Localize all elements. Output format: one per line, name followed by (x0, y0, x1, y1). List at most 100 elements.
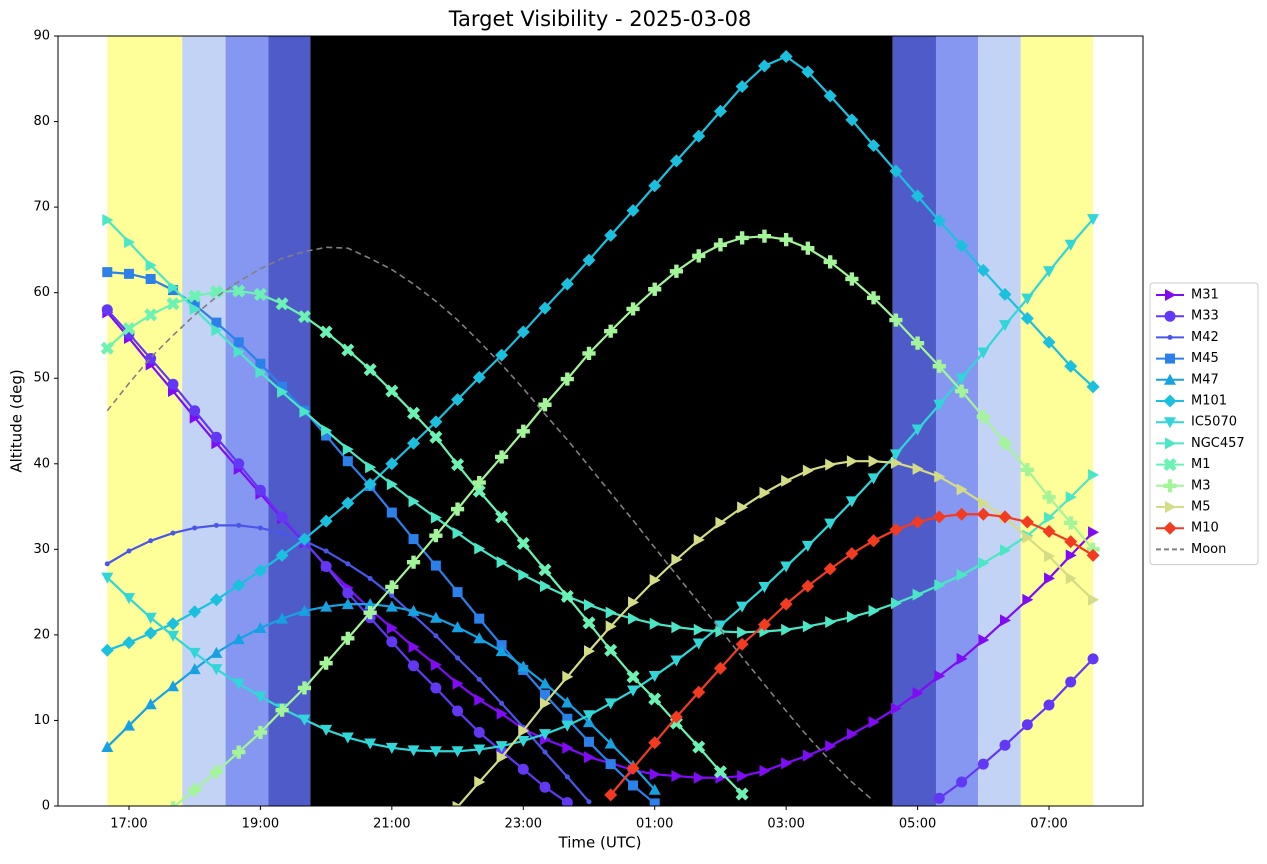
marker (1044, 550, 1056, 563)
marker (605, 620, 617, 633)
twilight-band (107, 36, 183, 806)
series-layer (100, 50, 1100, 806)
plot-frame (57, 35, 1144, 807)
marker (976, 507, 990, 521)
marker (517, 763, 529, 775)
marker (430, 560, 441, 571)
marker (889, 523, 903, 537)
marker (232, 745, 246, 759)
marker (429, 415, 443, 429)
marker (604, 324, 618, 338)
marker (144, 626, 158, 640)
marker (342, 587, 354, 599)
marker (101, 572, 114, 584)
marker (211, 317, 222, 328)
marker (473, 632, 486, 644)
marker (167, 680, 180, 692)
marker (1042, 490, 1056, 504)
twilight-band (1020, 36, 1094, 806)
marker (232, 578, 246, 592)
marker (516, 424, 530, 438)
marker (759, 764, 771, 777)
x-tick-label: 17:00 (110, 817, 147, 832)
legend-marker (1164, 373, 1176, 385)
marker (539, 781, 551, 793)
twilight-band (935, 36, 979, 806)
marker (188, 605, 202, 619)
marker (122, 636, 136, 650)
marker (583, 598, 595, 611)
marker (604, 228, 618, 242)
marker (998, 436, 1012, 450)
marker (802, 464, 814, 477)
marker (101, 304, 113, 316)
marker (582, 346, 596, 361)
marker (956, 776, 968, 788)
legend-label: IC5070 (1191, 415, 1237, 430)
marker (1043, 266, 1056, 278)
marker (451, 746, 464, 758)
marker (407, 745, 420, 757)
marker (713, 104, 727, 118)
marker (934, 579, 946, 592)
marker (430, 511, 442, 524)
marker (1087, 214, 1100, 226)
marker (978, 634, 990, 647)
marker (122, 322, 136, 336)
marker (932, 510, 946, 524)
marker (429, 529, 443, 543)
marker (560, 372, 574, 386)
marker (669, 264, 684, 278)
marker (715, 516, 727, 529)
legend-label: M31 (1191, 288, 1219, 303)
marker (669, 710, 683, 724)
marker (495, 645, 508, 657)
marker (386, 622, 398, 635)
marker (474, 776, 486, 789)
marker (560, 277, 574, 291)
marker (845, 496, 858, 508)
marker (254, 691, 267, 703)
marker (170, 530, 176, 536)
marker (473, 726, 485, 738)
marker (693, 533, 705, 546)
marker (538, 301, 552, 315)
marker (542, 749, 548, 755)
marker (868, 455, 880, 468)
marker (867, 473, 880, 485)
marker (188, 647, 201, 659)
legend-label: M1 (1191, 457, 1211, 472)
marker (604, 643, 618, 657)
marker (955, 507, 969, 521)
marker (363, 477, 377, 491)
marker (254, 622, 267, 634)
marker (955, 373, 968, 385)
marker (211, 324, 223, 337)
marker (692, 129, 706, 143)
marker (236, 522, 242, 528)
marker (825, 616, 837, 629)
marker (779, 597, 793, 611)
legend-label: M42 (1191, 330, 1219, 345)
marker (472, 476, 486, 490)
marker (341, 631, 355, 645)
marker (757, 618, 771, 632)
marker (319, 514, 333, 528)
marker (934, 669, 946, 682)
marker (452, 705, 464, 717)
legend-marker (1163, 394, 1177, 408)
marker (933, 399, 946, 411)
marker (367, 575, 373, 581)
marker (1086, 548, 1100, 562)
marker (188, 663, 201, 675)
marker (407, 436, 421, 450)
legend-label: M45 (1191, 351, 1219, 366)
marker (890, 456, 902, 469)
marker (275, 548, 289, 562)
marker (255, 358, 266, 369)
marker (714, 620, 727, 632)
marker (126, 548, 132, 554)
marker (735, 231, 749, 245)
marker (474, 542, 486, 555)
marker (496, 556, 508, 569)
